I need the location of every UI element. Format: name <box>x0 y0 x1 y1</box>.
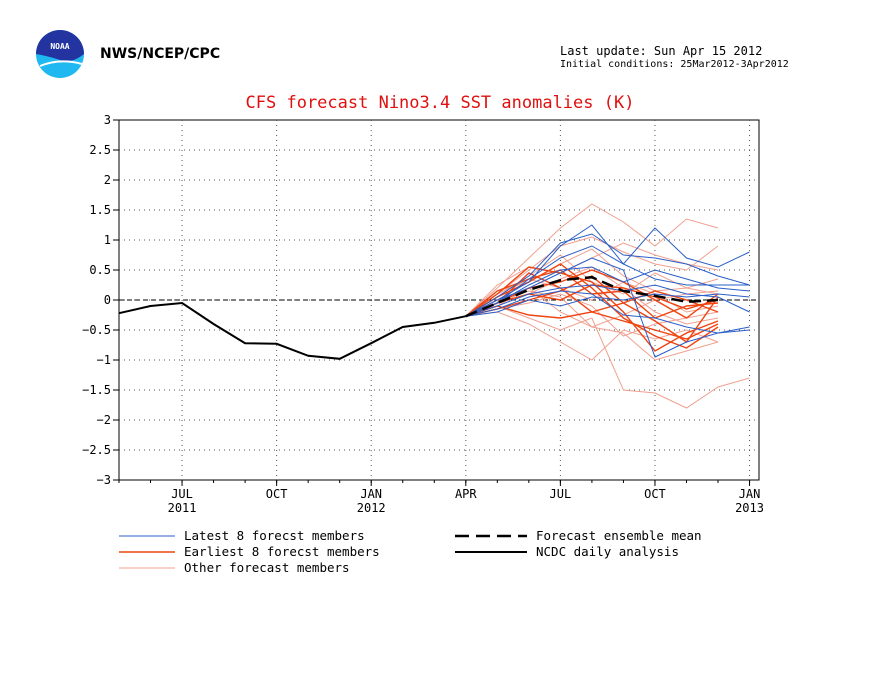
x-tick-year: 2013 <box>735 501 764 515</box>
y-tick-label: 1.5 <box>89 203 111 217</box>
org-label: NWS/NCEP/CPC <box>100 46 221 62</box>
legend-label-analysis: NCDC daily analysis <box>536 544 679 559</box>
other-member-line <box>465 236 719 317</box>
grid <box>119 120 759 480</box>
other-member-line <box>465 278 719 317</box>
analysis-line <box>118 301 467 360</box>
other-member-line <box>465 305 750 409</box>
y-tick-label: 2.5 <box>89 143 111 157</box>
y-tick-label: −2 <box>97 413 111 427</box>
noaa-logo-icon: NOAA <box>36 30 84 78</box>
ensemble-mean-line <box>465 275 719 318</box>
x-tick-label: JUL <box>550 487 572 501</box>
other-member-line <box>465 293 719 337</box>
legend-label-other: Other forecast members <box>184 560 350 575</box>
x-tick-year: 2012 <box>357 501 386 515</box>
latest-member-line <box>465 233 750 317</box>
y-tick-label: −1.5 <box>82 383 111 397</box>
legend-label-mean: Forecast ensemble mean <box>536 528 702 543</box>
y-axis: 3 2.5 2 1.5 1 0.5 0 −0.5 −1 −1.5 −2 −2.5 −3 <box>82 113 119 487</box>
y-tick-label: −3 <box>97 473 111 487</box>
x-tick-year: 2011 <box>168 501 197 515</box>
noaa-logo-text: NOAA <box>50 42 69 51</box>
x-tick-label: JUL <box>171 487 193 501</box>
y-tick-label: −0.5 <box>82 323 111 337</box>
legend-label-latest: Latest 8 forecst members <box>184 528 365 543</box>
y-tick-label: 2 <box>104 173 111 187</box>
y-tick-label: −1 <box>97 353 111 367</box>
latest-member-line <box>465 293 750 317</box>
x-tick-label: OCT <box>644 487 666 501</box>
earliest-member-line <box>465 296 719 343</box>
earliest-member-line <box>465 263 719 349</box>
latest-members <box>465 224 750 358</box>
latest-member-line <box>465 290 750 334</box>
y-tick-label: 3 <box>104 113 111 127</box>
latest-member-line <box>465 245 750 317</box>
other-member-line <box>465 203 719 317</box>
x-tick-label: APR <box>455 487 477 501</box>
y-tick-label: 0.5 <box>89 263 111 277</box>
earliest-member-line <box>465 266 719 352</box>
x-tick-label: JAN <box>360 487 382 501</box>
y-tick-label: −2.5 <box>82 443 111 457</box>
other-member-line <box>465 248 719 317</box>
main-series <box>118 275 719 360</box>
chart-title: CFS forecast Nino3.4 SST anomalies (K) <box>246 93 635 113</box>
latest-member-line <box>465 257 750 358</box>
initial-conditions-label: Initial conditions: 25Mar2012-3Apr2012 <box>560 59 789 70</box>
legend: Latest 8 forecst members Earliest 8 fore… <box>119 528 702 575</box>
legend-label-earliest: Earliest 8 forecst members <box>184 544 380 559</box>
x-tick-label: OCT <box>266 487 288 501</box>
x-tick-label: JAN <box>739 487 761 501</box>
other-member-line <box>465 311 719 361</box>
y-tick-label: 0 <box>104 293 111 307</box>
y-tick-label: 1 <box>104 233 111 247</box>
last-update-label: Last update: Sun Apr 15 2012 <box>560 44 763 58</box>
